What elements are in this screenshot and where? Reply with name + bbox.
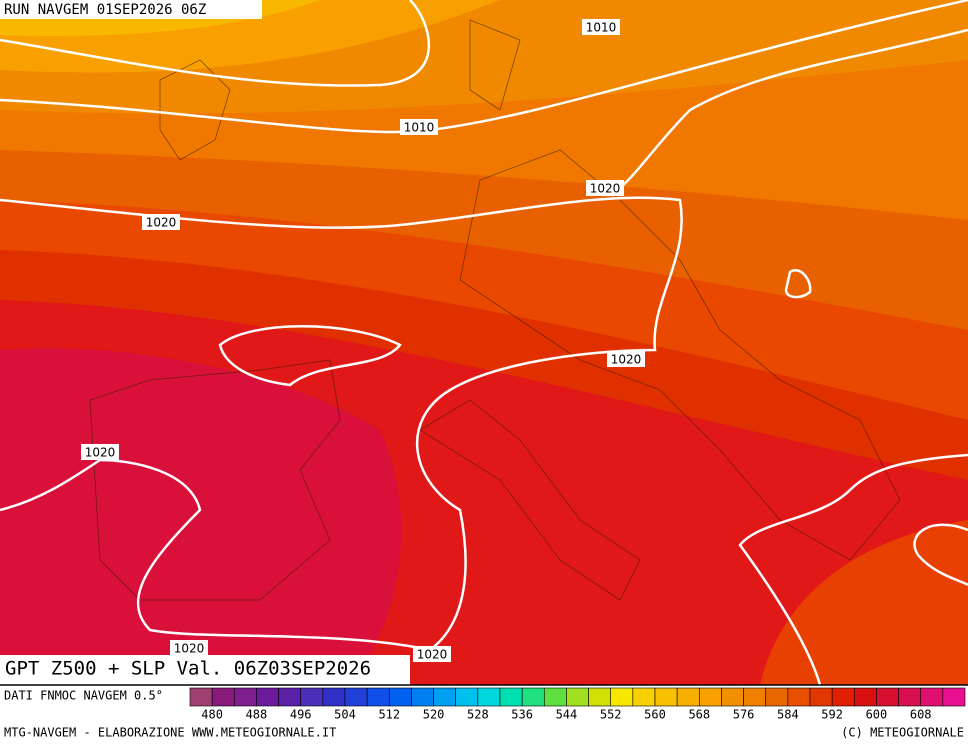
caption: GPT Z500 + SLP Val. 06Z03SEP2026 bbox=[5, 658, 371, 680]
colorbar-swatch bbox=[411, 687, 434, 707]
colorbar-swatch bbox=[920, 687, 944, 707]
colorbar-swatch bbox=[455, 687, 479, 707]
colorbar-swatch bbox=[610, 687, 634, 707]
colorbar-swatch bbox=[898, 687, 922, 707]
isobar-label-box bbox=[607, 351, 645, 367]
isobar-label: 1010 bbox=[404, 121, 435, 135]
colorbar-label: 520 bbox=[423, 708, 445, 722]
colorbar-swatch bbox=[787, 687, 811, 707]
colorbar-swatch bbox=[278, 687, 302, 707]
colorbar-swatch bbox=[632, 687, 656, 707]
isobar bbox=[0, 196, 683, 652]
colorbar-source: DATI FNMOC NAVGEM 0.5° bbox=[4, 689, 163, 703]
isobar-label-box bbox=[170, 640, 208, 656]
colorbar-label: 584 bbox=[777, 708, 799, 722]
colorbar-label: 592 bbox=[821, 708, 843, 722]
colorbar-swatch bbox=[233, 687, 257, 707]
field-band bbox=[760, 520, 968, 685]
colorbar-swatch bbox=[543, 687, 567, 707]
isobar-label: 1020 bbox=[590, 182, 621, 196]
colorbar-swatch bbox=[721, 687, 744, 707]
colorbar-label: 600 bbox=[866, 708, 888, 722]
run-box bbox=[0, 0, 262, 19]
colorbar-swatch bbox=[676, 687, 700, 707]
colorbar-swatch bbox=[853, 687, 877, 707]
colorbar-swatch bbox=[322, 687, 346, 707]
isobar-label-box bbox=[413, 646, 451, 662]
isobar bbox=[913, 523, 968, 587]
colorbar-swatch bbox=[499, 687, 523, 707]
isobar-label: 1010 bbox=[586, 21, 617, 35]
isobar-label-box bbox=[586, 180, 624, 196]
run-label: RUN NAVGEM 01SEP2026 06Z bbox=[4, 2, 206, 18]
colorbar-swatch bbox=[388, 687, 412, 707]
colorbar-swatch bbox=[876, 687, 899, 707]
isobar-label: 1020 bbox=[85, 446, 116, 460]
isobar-label-box bbox=[81, 444, 119, 460]
footer-credit: MTG-NAVGEM - ELABORAZIONE WWW.METEOGIORN… bbox=[4, 726, 336, 740]
colorbar-swatch bbox=[477, 687, 501, 707]
colorbar-label: 488 bbox=[246, 708, 268, 722]
colorbar-swatch bbox=[942, 687, 966, 707]
colorbar-swatch bbox=[366, 687, 390, 707]
colorbar-label: 504 bbox=[334, 708, 356, 722]
colorbar-swatch bbox=[521, 687, 545, 707]
colorbar-label: 536 bbox=[511, 708, 533, 722]
coastline bbox=[89, 19, 901, 601]
isobar-label: 1020 bbox=[174, 642, 205, 656]
colorbar-label: 576 bbox=[733, 708, 755, 722]
colorbar-label: 552 bbox=[600, 708, 622, 722]
footer-copyright: (C) METEOGIORNALE bbox=[841, 726, 964, 740]
isobar bbox=[784, 269, 812, 299]
isobar-label-box bbox=[582, 19, 620, 35]
colorbar-swatch bbox=[831, 687, 855, 707]
colorbar-label: 544 bbox=[556, 708, 578, 722]
colorbar-label: 560 bbox=[644, 708, 666, 722]
colorbar-swatch bbox=[809, 687, 833, 707]
colorbar: DATI FNMOC NAVGEM 0.5° 480 488 496 504 512 52… bbox=[4, 687, 966, 722]
isobar bbox=[738, 453, 968, 686]
colorbar-swatch bbox=[743, 687, 767, 707]
colorbar-swatch bbox=[765, 687, 789, 707]
colorbar-label: 568 bbox=[688, 708, 710, 722]
caption-box bbox=[0, 655, 410, 685]
colorbar-label: 608 bbox=[910, 708, 932, 722]
colorbar-swatch bbox=[344, 687, 368, 707]
colorbar-label: 512 bbox=[378, 708, 400, 722]
map: 1010 1010 1020 1020 1020 1020 1020 1020 … bbox=[0, 0, 968, 686]
isobar-label: 1020 bbox=[146, 216, 177, 230]
colorbar-swatch bbox=[654, 687, 678, 707]
colorbar-label: 480 bbox=[201, 708, 223, 722]
colorbar-swatch bbox=[211, 687, 235, 707]
colorbar-swatch bbox=[588, 687, 612, 707]
colorbar-swatch bbox=[566, 687, 589, 707]
colorbar-label: 528 bbox=[467, 708, 489, 722]
isobar-label: 1020 bbox=[611, 353, 642, 367]
colorbar-swatch bbox=[256, 687, 279, 707]
isobar-label-box bbox=[400, 119, 438, 135]
colorbar-swatch bbox=[189, 687, 213, 707]
colorbar-swatch bbox=[698, 687, 722, 707]
isobar-label-box bbox=[142, 214, 180, 230]
colorbar-label: 496 bbox=[290, 708, 312, 722]
isobar bbox=[218, 325, 402, 387]
colorbar-swatch bbox=[300, 687, 324, 707]
colorbar-swatch bbox=[433, 687, 457, 707]
isobar bbox=[0, 0, 431, 87]
isobar bbox=[619, 28, 968, 189]
field-band bbox=[0, 348, 402, 685]
isobar-label: 1020 bbox=[417, 648, 448, 662]
